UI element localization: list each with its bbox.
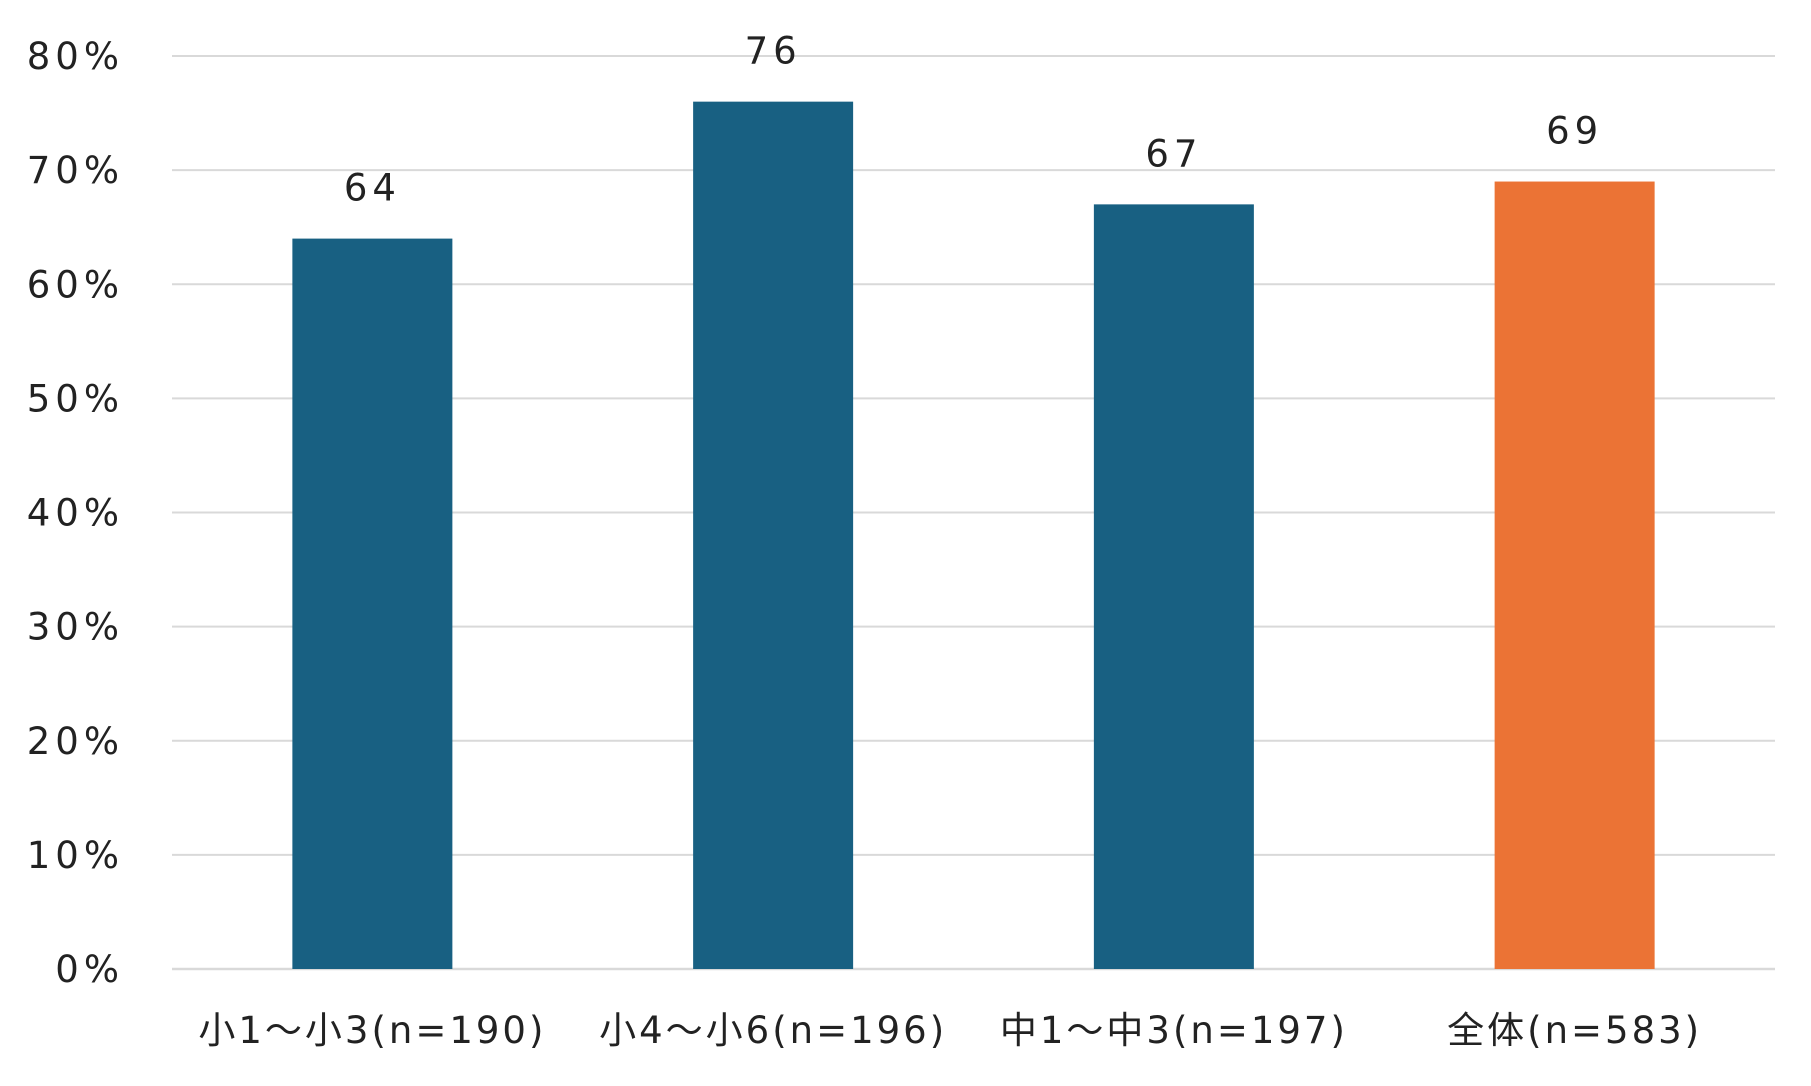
y-tick-label-80: 80% bbox=[27, 35, 124, 78]
y-tick-label-10: 10% bbox=[27, 834, 124, 877]
label-layer: 0% 10% 20% 30% 40% 50% 60% 70% 80% 64 小1〜小3(n=190)… bbox=[27, 30, 1702, 1052]
category-label-3: 中1〜中3(n=197) bbox=[1000, 1009, 1348, 1052]
bar-1 bbox=[292, 238, 453, 970]
category-label-4: 全体(n=583) bbox=[1447, 1009, 1702, 1052]
data-label-4: 69 bbox=[1546, 110, 1603, 153]
bar-2 bbox=[693, 101, 854, 969]
bar-4 bbox=[1494, 181, 1655, 970]
y-tick-label-20: 20% bbox=[27, 720, 124, 763]
category-label-2: 小4〜小6(n=196) bbox=[599, 1009, 947, 1052]
y-tick-label-50: 50% bbox=[27, 377, 124, 420]
data-label-2: 76 bbox=[745, 30, 802, 73]
category-label-1: 小1〜小3(n=190) bbox=[198, 1009, 546, 1052]
y-tick-label-70: 70% bbox=[27, 149, 124, 192]
y-tick-label-40: 40% bbox=[27, 492, 124, 535]
y-tick-label-30: 30% bbox=[27, 606, 124, 649]
bar-layer bbox=[292, 101, 1655, 970]
bar-3 bbox=[1093, 204, 1254, 970]
data-label-3: 67 bbox=[1145, 132, 1202, 175]
y-tick-label-60: 60% bbox=[27, 263, 124, 306]
data-label-1: 64 bbox=[344, 167, 401, 210]
y-tick-label-0: 0% bbox=[55, 948, 124, 991]
